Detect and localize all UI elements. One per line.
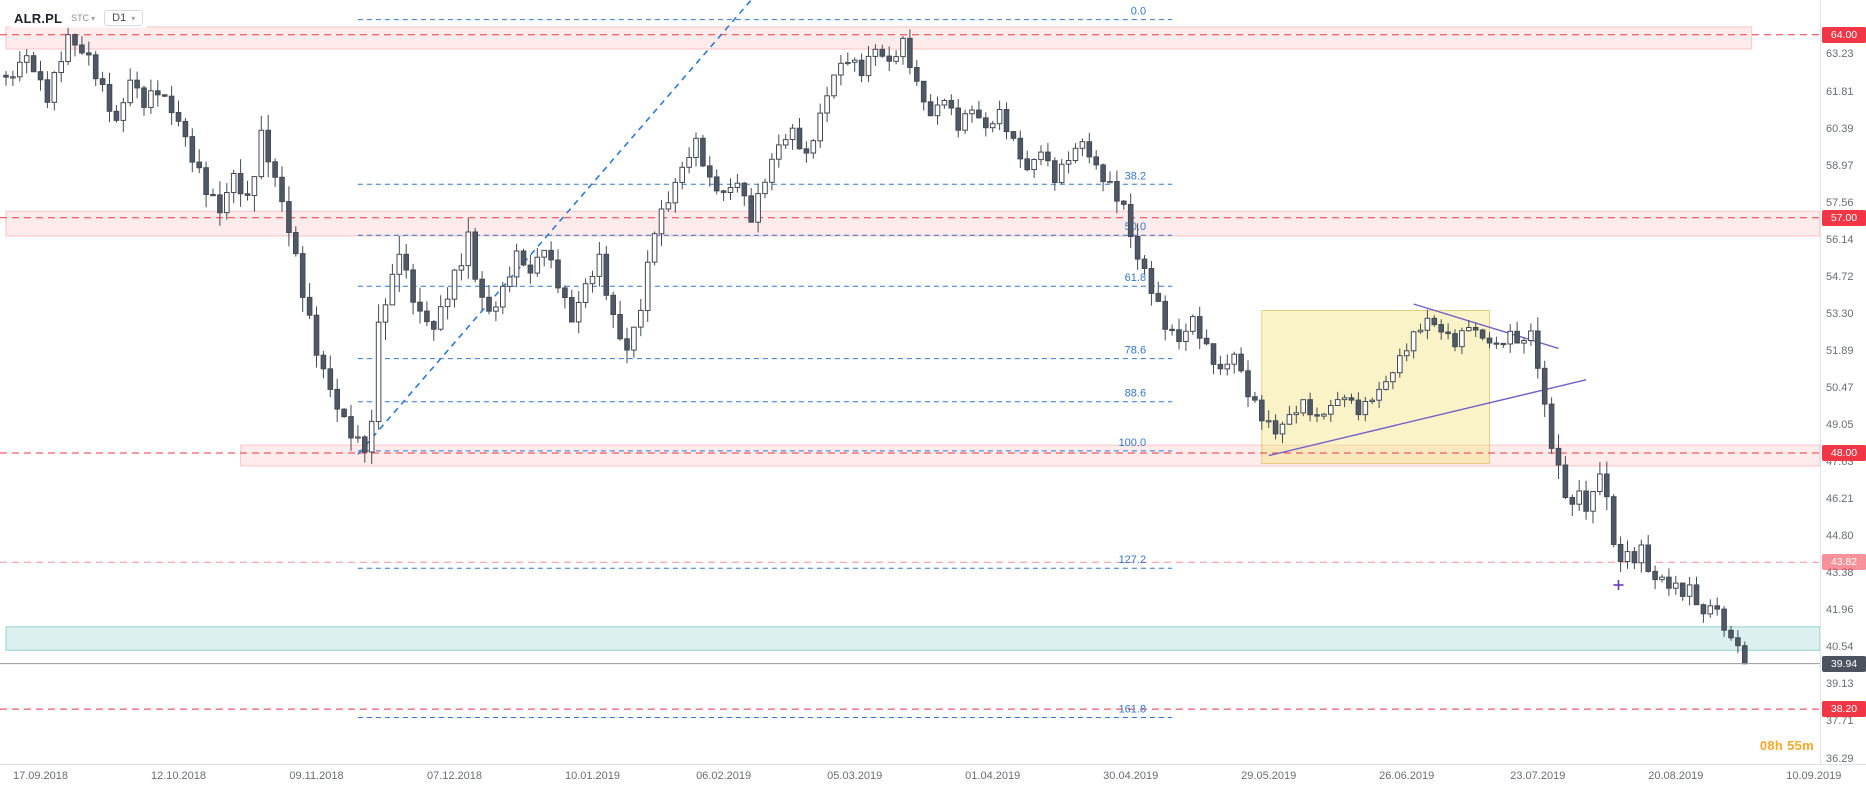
fib-level-label: 88.6 [1125, 388, 1146, 400]
alert-price-label: 48.00 [1822, 445, 1866, 461]
price-tick: 61.81 [1826, 85, 1854, 98]
date-tick: 06.02.2019 [696, 770, 752, 782]
price-tick: 50.47 [1826, 381, 1854, 394]
price-tick: 43.38 [1826, 567, 1854, 580]
timeframe-label: D1 [112, 12, 127, 24]
price-tick: 49.05 [1826, 419, 1854, 431]
target-zone-41 [5, 626, 1820, 651]
wedge-lower-line [1268, 379, 1587, 457]
bar-countdown: 08h 55m [1760, 738, 1814, 753]
zones-group[interactable] [5, 26, 1820, 651]
fib-level-label: 38.2 [1125, 170, 1146, 182]
countdown-minutes: 55m [1787, 738, 1814, 753]
alert-price-label: 38.20 [1822, 701, 1866, 718]
date-tick: 09.11.2018 [289, 770, 344, 782]
fib-level-label: 50.0 [1125, 221, 1146, 233]
price-tick: 53.30 [1826, 307, 1854, 320]
price-tick: 36.29 [1826, 752, 1854, 765]
uptrend-line [357, 0, 752, 455]
price-tick: 41.96 [1826, 604, 1854, 617]
fib-level-label: 0.0 [1131, 6, 1146, 18]
support-zone-48 [240, 444, 1820, 467]
date-tick: 26.06.2019 [1379, 770, 1435, 782]
price-tick: 63.23 [1826, 48, 1854, 61]
alert-price-label: 43.82 [1822, 554, 1866, 571]
countdown-hours: 08h [1759, 738, 1784, 753]
alert-lines-group[interactable] [0, 34, 1820, 710]
price-tick: 46.21 [1826, 493, 1854, 506]
fib-level-label: 78.6 [1125, 345, 1146, 357]
date-tick: 23.07.2019 [1510, 770, 1566, 782]
price-tick: 51.89 [1826, 344, 1854, 357]
alert-price-label: 57.00 [1822, 209, 1866, 226]
study-dropdown[interactable]: STC ▾ [71, 13, 95, 23]
current-price-label: 39.94 [1822, 655, 1866, 672]
date-tick: 10.01.2019 [564, 770, 621, 782]
wedge-upper-line [1413, 303, 1559, 350]
chevron-down-icon: ▾ [131, 13, 136, 23]
price-tick: 57.56 [1826, 196, 1854, 209]
date-tick: 17.09.2018 [12, 770, 69, 782]
date-tick: 20.08.2019 [1648, 770, 1704, 782]
fib-level-label: 161.8 [1119, 704, 1147, 716]
alert-price-label: 64.00 [1822, 26, 1866, 43]
price-chart[interactable]: 0.0 38.2 50.0 61.8 78.6 88.6 100.0 127.2 161.8 [0, 0, 1820, 764]
price-tick: 44.80 [1826, 530, 1854, 543]
price-tick: 58.97 [1826, 159, 1854, 172]
price-tick: 60.39 [1826, 122, 1854, 135]
symbol-label: ALR.PL [14, 10, 63, 26]
symbol-toolbar: ALR.PL STC ▾ D1 ▾ [10, 8, 148, 28]
date-tick: 29.05.2019 [1241, 770, 1297, 782]
plus-marker[interactable] [1613, 580, 1624, 590]
date-tick: 07.12.2018 [426, 770, 483, 782]
price-tick: 39.13 [1826, 678, 1854, 691]
candles-group[interactable] [3, 24, 1748, 665]
price-tick: 54.72 [1826, 270, 1854, 283]
consolidation-box [1261, 310, 1491, 464]
timeframe-dropdown[interactable]: D1 ▾ [104, 10, 144, 26]
resistance-zone-57 [5, 210, 1820, 237]
resistance-zone-64 [5, 26, 1753, 50]
price-axis[interactable]: 63.23 61.81 60.39 58.97 57.56 56.14 54.72 53.30… [1820, 0, 1866, 765]
chevron-down-icon: ▾ [91, 13, 96, 23]
study-label: STC [71, 13, 90, 23]
date-tick: 05.03.2019 [827, 770, 883, 782]
price-tick: 40.54 [1826, 641, 1854, 654]
price-tick: 37.71 [1826, 715, 1854, 728]
date-tick: 01.04.2019 [965, 770, 1021, 782]
fib-level-label: 127.2 [1119, 554, 1147, 566]
fib-level-label: 61.8 [1125, 272, 1146, 284]
date-tick: 10.09.2019 [1786, 770, 1842, 782]
price-tick: 56.14 [1826, 233, 1854, 246]
date-tick: 12.10.2018 [150, 770, 207, 782]
trendlines-group[interactable] [357, 0, 1587, 457]
date-tick: 30.04.2019 [1103, 770, 1159, 782]
fib-retracement-group[interactable]: 0.0 38.2 50.0 61.8 78.6 88.6 100.0 127.2 161.8 [357, 6, 1173, 718]
fib-level-label: 100.0 [1119, 437, 1147, 449]
time-axis[interactable]: 17.09.2018 12.10.2018 09.11.2018 07.12.2018… [0, 764, 1866, 788]
